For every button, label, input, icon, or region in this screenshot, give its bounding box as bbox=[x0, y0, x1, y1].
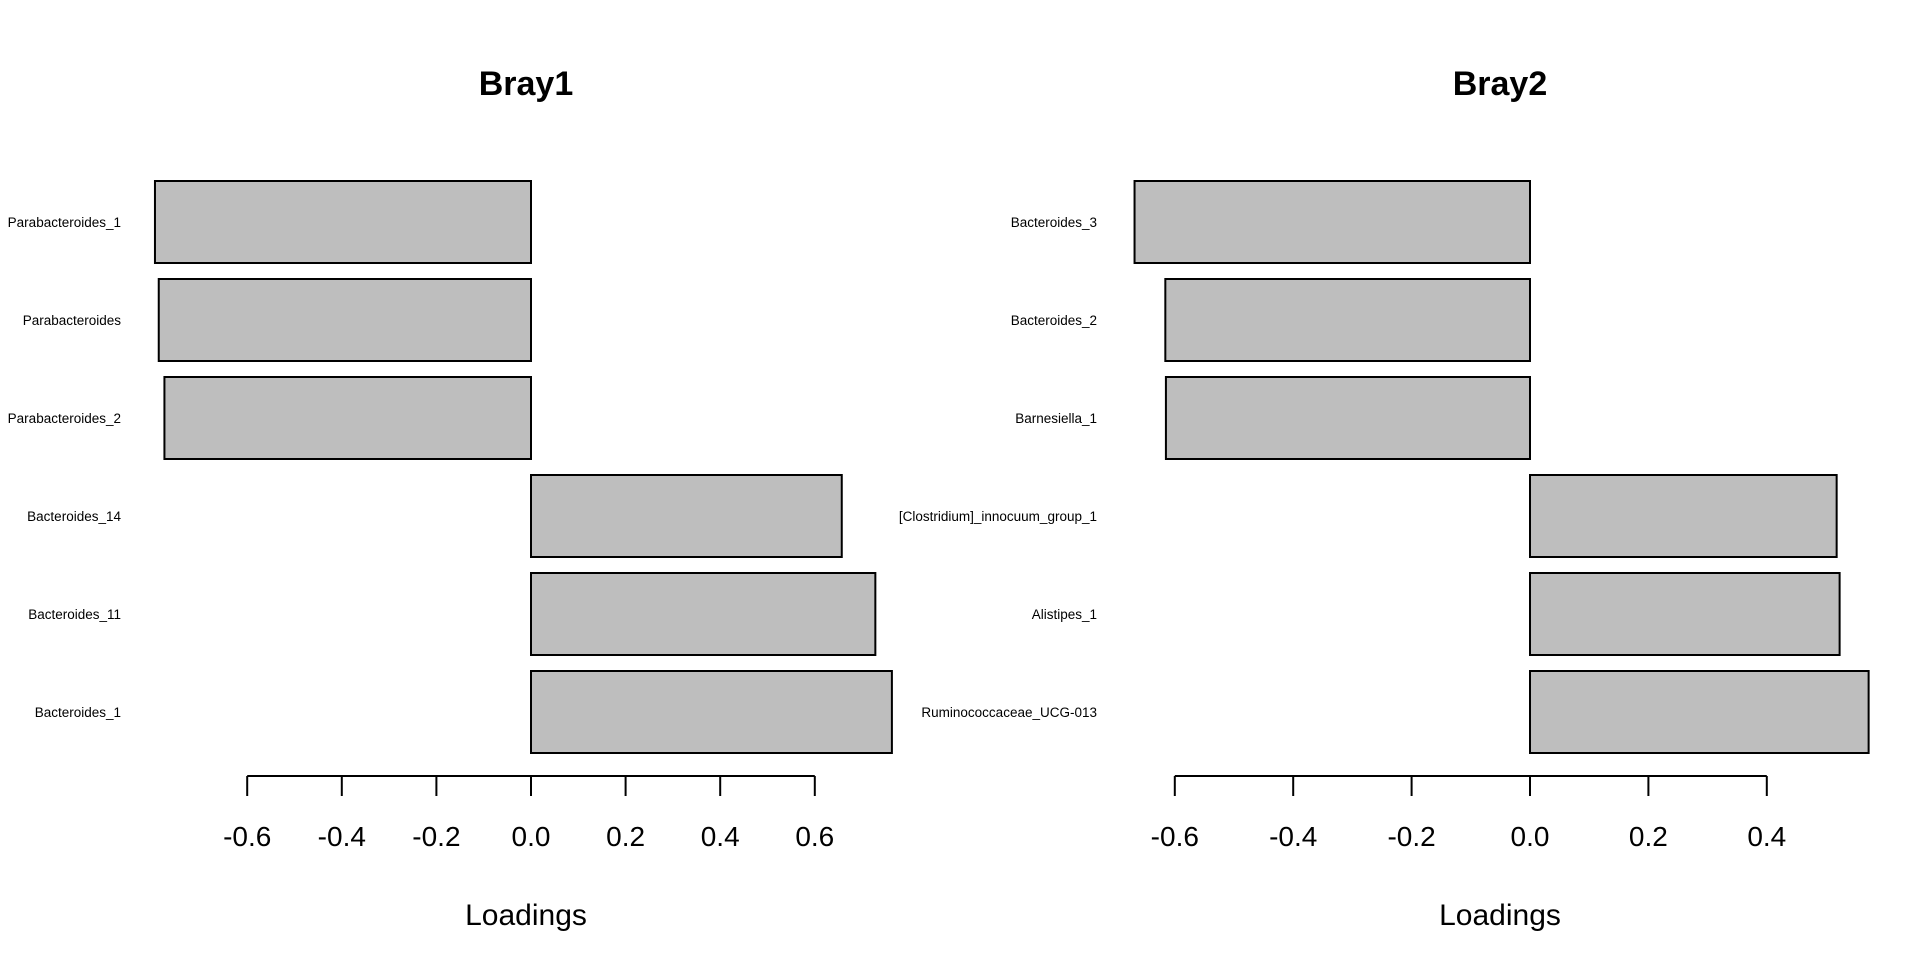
bar bbox=[163, 376, 533, 460]
x-tick-label: -0.2 bbox=[412, 821, 460, 852]
bar bbox=[530, 572, 877, 656]
x-tick-label: 0.4 bbox=[701, 821, 740, 852]
x-tick-label: -0.6 bbox=[223, 821, 271, 852]
bar bbox=[530, 670, 893, 754]
category-label: Parabacteroides_2 bbox=[8, 411, 121, 426]
category-label: Barnesiella_1 bbox=[1015, 411, 1097, 426]
x-axis-title: Loadings bbox=[1439, 899, 1561, 932]
x-tick-label: -0.6 bbox=[1151, 821, 1199, 852]
category-label: Bacteroides_1 bbox=[35, 705, 121, 720]
x-tick-label: 0.4 bbox=[1747, 821, 1786, 852]
category-label: Bacteroides_3 bbox=[1011, 215, 1097, 230]
bar bbox=[1164, 376, 1532, 460]
x-tick-label: -0.4 bbox=[1269, 821, 1317, 852]
x-tick-label: 0.2 bbox=[1629, 821, 1668, 852]
bar bbox=[530, 474, 843, 558]
panel-title: Bray1 bbox=[479, 65, 574, 103]
bar bbox=[1164, 278, 1531, 362]
panel-title: Bray2 bbox=[1453, 65, 1548, 103]
category-label: Bacteroides_11 bbox=[28, 607, 121, 622]
x-tick-label: 0.2 bbox=[606, 821, 645, 852]
category-label: Parabacteroides bbox=[23, 313, 122, 328]
bar bbox=[1529, 572, 1841, 656]
category-label: Bacteroides_14 bbox=[27, 509, 121, 524]
panel-bray2: Bray2 Bacteroides_3 Bacteroides_2 Barnesiel… bbox=[899, 65, 1870, 932]
x-tick-label: -0.4 bbox=[318, 821, 366, 852]
category-label: Alistipes_1 bbox=[1032, 607, 1097, 622]
x-axis-title: Loadings bbox=[465, 899, 587, 932]
bar bbox=[1529, 474, 1838, 558]
bar bbox=[157, 278, 532, 362]
category-label: Ruminococcaceae_UCG-013 bbox=[921, 705, 1097, 720]
bar bbox=[153, 180, 532, 264]
bar bbox=[1529, 670, 1870, 754]
panel-bray1: Bray1 Parabacteroides_1 Parabacteroides Par… bbox=[8, 65, 893, 932]
category-label: Bacteroides_2 bbox=[1011, 313, 1097, 328]
x-tick-label: 0.0 bbox=[1511, 821, 1550, 852]
x-tick-label: 0.6 bbox=[795, 821, 834, 852]
category-label: [Clostridium]_innocuum_group_1 bbox=[899, 509, 1097, 524]
category-label: Parabacteroides_1 bbox=[8, 215, 121, 230]
x-tick-label: -0.2 bbox=[1387, 821, 1435, 852]
x-tick-label: 0.0 bbox=[512, 821, 551, 852]
bar bbox=[1133, 180, 1531, 264]
